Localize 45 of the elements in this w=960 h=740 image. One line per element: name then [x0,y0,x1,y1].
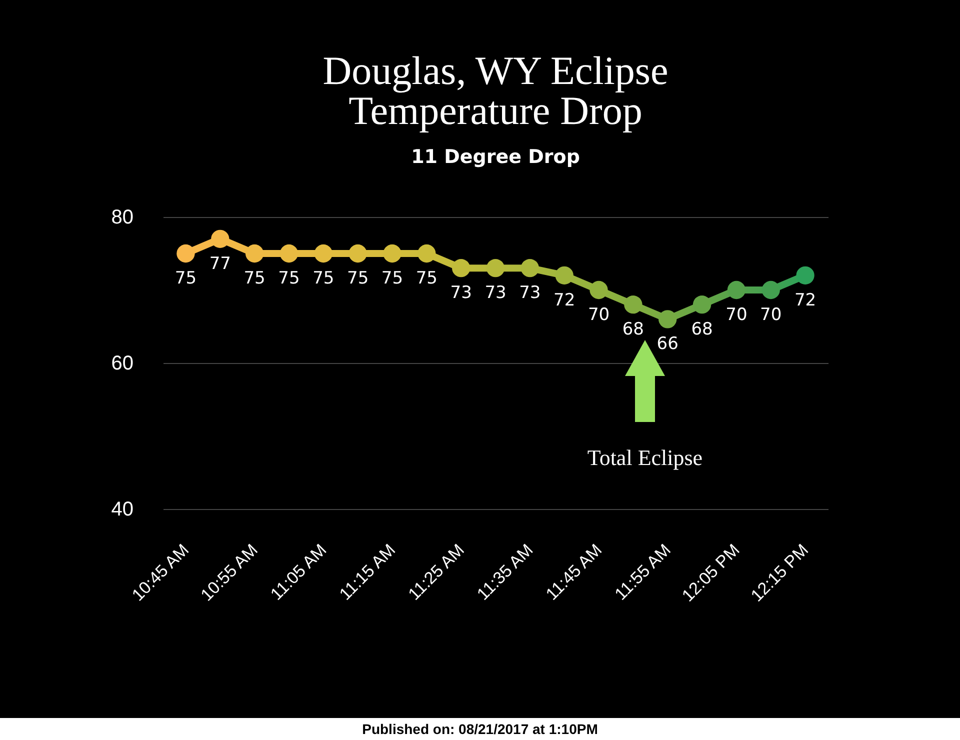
data-label: 75 [416,268,438,288]
data-label: 68 [691,320,713,340]
text: Published on: 08/21/2017 at 1:10PM [0,718,960,740]
data-label: 68 [622,320,644,340]
point [211,230,230,248]
point [727,280,746,300]
point [176,244,195,263]
point [348,244,367,263]
data-label: 70 [726,305,748,325]
chart-title: Douglas, WY Eclipse Temperature Drop [322,48,668,133]
y-tick-label: 80 [111,206,134,228]
data-label: 72 [794,290,816,310]
data-label: 75 [347,268,369,288]
data-label: 66 [656,334,678,354]
point [383,244,402,263]
data-label: 73 [519,283,541,304]
point [314,244,332,263]
data-label: 75 [278,268,300,288]
data-label: 75 [174,268,197,288]
data-label: 77 [209,254,231,274]
data-label: 70 [588,305,610,325]
point [280,244,298,263]
chart-subtitle: 11 Degree Drop [411,146,580,168]
data-label: 70 [760,305,782,325]
point [520,259,540,278]
point [245,244,264,263]
point [452,259,470,278]
point [486,259,505,278]
data-label: 73 [484,283,506,304]
data-label: 75 [381,268,404,288]
data-label: 75 [312,268,334,288]
data-label: 75 [244,268,266,288]
point [692,296,712,314]
point [418,244,436,263]
point [624,296,642,314]
point [590,280,608,300]
y-tick-label: 40 [111,498,134,520]
annotation: Total Eclipse [586,445,704,471]
point [796,266,814,284]
point [555,266,574,284]
y-tick-label: 60 [111,352,134,374]
data-label: 72 [554,290,576,310]
point [762,280,780,300]
point [658,310,677,328]
data-label: 73 [450,283,472,304]
